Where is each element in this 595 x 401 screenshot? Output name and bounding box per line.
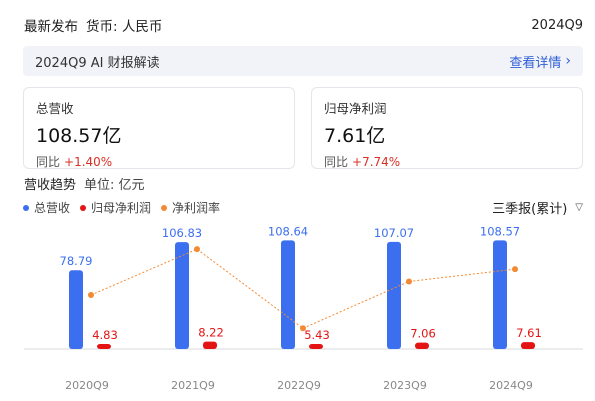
net-profit-yoy: 同比 +7.74% (324, 153, 570, 170)
net-profit-bar (97, 344, 111, 349)
revenue-yoy-label: 同比 (36, 155, 61, 169)
margin-legend-dot (161, 204, 168, 211)
revenue-bar (387, 241, 401, 349)
revenue-value-label: 106.83 (162, 226, 202, 240)
ai-report-title: 2024Q9 AI 财报解读 (35, 55, 160, 71)
net-profit-value: 7.61亿 (324, 125, 386, 147)
trend-unit: 单位: 亿元 (84, 178, 145, 193)
net-margin-point (88, 292, 94, 299)
report-type-label[interactable]: 三季报(累计) (492, 202, 568, 217)
net-profit-legend-dot (80, 204, 87, 211)
revenue-bar (281, 240, 295, 349)
legend-item-revenue[interactable]: 总营收 (23, 199, 70, 216)
header-left: 最新发布 货币: 人民币 (24, 15, 162, 35)
period-label: 2024Q9 (531, 17, 583, 33)
legend-item-net-profit[interactable]: 归母净利润 (80, 199, 151, 216)
chart-legend: 总营收 归母净利润 净利润率 (23, 199, 220, 216)
net-profit-bar (309, 344, 323, 349)
revenue-label: 总营收 (36, 101, 74, 116)
revenue-value-label: 78.79 (60, 254, 93, 268)
view-details-label[interactable]: 查看详情 (509, 55, 562, 71)
x-tick-label: 2020Q9 (65, 379, 109, 392)
revenue-bar (493, 240, 507, 349)
x-tick-label: 2024Q9 (489, 379, 533, 392)
currency-label: 货币: 人民币 (86, 19, 163, 35)
chevron-right-icon[interactable]: › (565, 53, 571, 69)
net-profit-value-label: 8.22 (198, 326, 224, 340)
legend-label-net-profit: 归母净利润 (91, 201, 152, 215)
revenue-value-label: 108.57 (480, 224, 520, 238)
net-margin-point (406, 278, 412, 285)
revenue-bar (69, 270, 83, 349)
revenue-card: 总营收 108.57亿 同比 +1.40% (23, 87, 295, 169)
report-type-select[interactable]: 三季报(累计) ▽ (492, 198, 583, 217)
net-profit-bar (203, 341, 217, 349)
net-profit-value-label: 7.61 (516, 326, 542, 340)
net-margin-point (194, 246, 200, 253)
legend-label-margin: 净利润率 (172, 201, 221, 215)
net-profit-yoy-value: +7.74% (352, 155, 401, 169)
revenue-bar (175, 242, 189, 349)
revenue-value-label: 108.64 (268, 224, 308, 238)
legend-label-revenue: 总营收 (34, 201, 71, 215)
net-profit-card: 归母净利润 7.61亿 同比 +7.74% (311, 87, 583, 169)
legend-item-margin[interactable]: 净利润率 (161, 199, 220, 216)
net-profit-label: 归母净利润 (324, 101, 387, 116)
revenue-yoy: 同比 +1.40% (36, 153, 282, 170)
x-tick-label: 2021Q9 (171, 379, 215, 392)
net-margin-point (300, 325, 306, 332)
header: 最新发布 货币: 人民币 2024Q9 (24, 14, 583, 36)
net-profit-value-label: 5.43 (304, 328, 330, 342)
net-margin-point (512, 266, 518, 273)
revenue-legend-dot (23, 204, 29, 211)
x-tick-label: 2023Q9 (383, 379, 427, 392)
revenue-trend-chart: 78.79 4.83 2020Q9 106.83 8.22 2021Q9 108.64 5.4… (24, 224, 583, 392)
net-margin-line (90, 248, 516, 329)
x-tick-label: 2022Q9 (277, 379, 321, 392)
trend-header: 营收趋势 单位: 亿元 (24, 174, 145, 193)
net-profit-bar (415, 342, 429, 349)
chevron-down-icon[interactable]: ▽ (575, 202, 583, 213)
net-profit-bar (521, 342, 535, 349)
net-profit-value-label: 4.83 (92, 328, 118, 342)
view-details-link[interactable]: 查看详情 › (509, 52, 571, 71)
trend-title: 营收趋势 (24, 178, 77, 193)
header-title: 最新发布 (24, 19, 78, 35)
net-profit-value-label: 7.06 (410, 327, 436, 341)
revenue-value-label: 107.07 (374, 226, 414, 240)
ai-report-bar[interactable]: 2024Q9 AI 财报解读 查看详情 › (23, 46, 583, 76)
revenue-value: 108.57亿 (36, 125, 122, 147)
net-profit-yoy-label: 同比 (324, 155, 349, 169)
revenue-yoy-value: +1.40% (64, 155, 113, 169)
